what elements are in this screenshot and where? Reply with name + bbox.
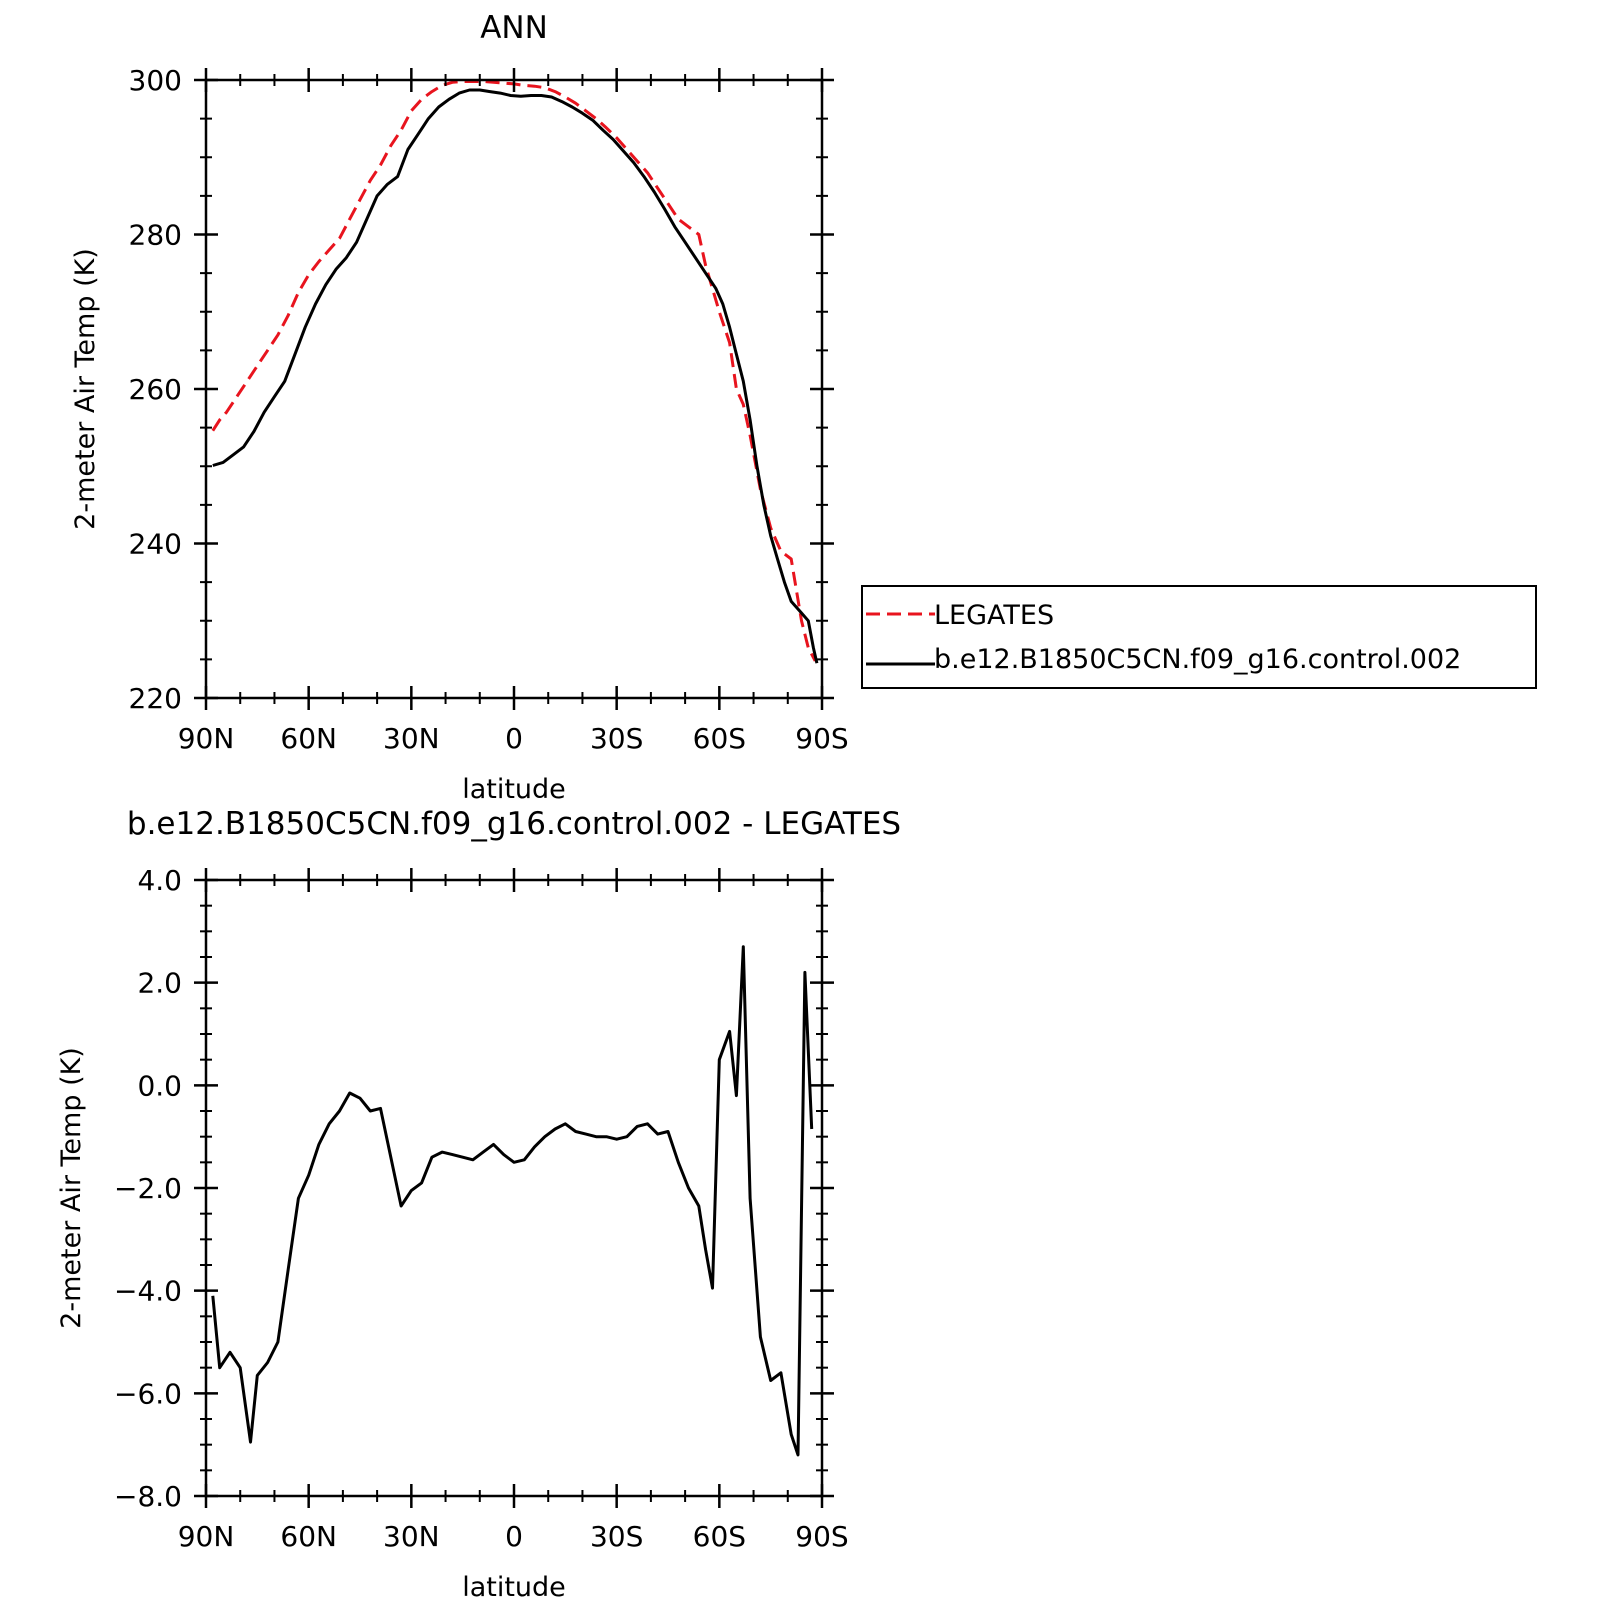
- top-series-line-b-e12-b1850c5cn-f09-g16-control-002: [212, 88, 819, 664]
- bottom-y-tick-label: −4.0: [114, 1275, 182, 1308]
- bottom-y-tick-label: 4.0: [137, 864, 182, 897]
- top-chart-title: ANN: [480, 10, 548, 46]
- bottom-x-tick-label: 30N: [383, 1520, 440, 1553]
- legend-label-model: b.e12.B1850C5CN.f09_g16.control.002: [934, 644, 1461, 675]
- bottom-y-tick-label: −2.0: [114, 1172, 182, 1205]
- top-x-axis-title: latitude: [462, 774, 566, 805]
- top-y-tick-label: 260: [129, 373, 182, 406]
- bottom-series-lines: [211, 945, 814, 1457]
- bottom-x-tick-label: 90N: [178, 1520, 235, 1553]
- top-y-tick-label: 240: [129, 528, 182, 561]
- top-x-tick-label: 30N: [383, 722, 440, 755]
- legend-box: [861, 585, 1537, 689]
- top-x-tick-label: 0: [505, 722, 523, 755]
- bottom-y-tick-label: −8.0: [114, 1480, 182, 1513]
- bottom-x-tick-label: 30S: [590, 1520, 643, 1553]
- top-series-lines: [211, 80, 819, 664]
- top-y-tick-label: 300: [129, 64, 182, 97]
- bottom-y-tick-label: 2.0: [137, 967, 182, 1000]
- top-x-tick-label: 90S: [795, 722, 848, 755]
- top-y-tick-label: 280: [129, 219, 182, 252]
- top-y-axis-title: 2-meter Air Temp (K): [70, 248, 101, 530]
- bottom-x-tick-label: 60S: [693, 1520, 746, 1553]
- bottom-x-tick-label: 90S: [795, 1520, 848, 1553]
- top-y-tick-label: 220: [129, 682, 182, 715]
- bottom-chart-title: b.e12.B1850C5CN.f09_g16.control.002 - LE…: [127, 806, 901, 842]
- bottom-y-axis-title: 2-meter Air Temp (K): [56, 1047, 87, 1329]
- bottom-x-tick-label: 60N: [280, 1520, 337, 1553]
- bottom-tick-labels: 90N 60N 30N 0 30S 60S 90S −8.0 −6.0 −4.0 −2.0 0.0 2.…: [114, 864, 849, 1553]
- legend: LEGATES b.e12.B1850C5CN.f09_g16.control.…: [861, 585, 1537, 689]
- top-tick-marks: [194, 68, 834, 710]
- chart-top-panel: ANN 90N 60N 30N 0 30S 60S 90S 220 240 260 280 300 l…: [70, 10, 849, 805]
- top-plot-frame: [204, 78, 824, 700]
- top-series-line-legates: [211, 80, 817, 662]
- bottom-x-tick-label: 0: [505, 1520, 523, 1553]
- bottom-y-tick-label: −6.0: [114, 1377, 182, 1410]
- bottom-tick-marks: [194, 868, 834, 1508]
- bottom-plot-frame: [204, 878, 824, 1498]
- top-tick-labels: 90N 60N 30N 0 30S 60S 90S 220 240 260 280 300: [129, 64, 849, 755]
- top-x-tick-label: 30S: [590, 722, 643, 755]
- legend-label-legates: LEGATES: [934, 600, 1054, 631]
- bottom-y-tick-label: 0.0: [137, 1069, 182, 1102]
- bottom-series-line-difference: [211, 945, 814, 1457]
- top-x-tick-label: 60N: [280, 722, 337, 755]
- top-x-tick-label: 60S: [693, 722, 746, 755]
- chart-bottom-panel: b.e12.B1850C5CN.f09_g16.control.002 - LE…: [56, 806, 901, 1603]
- top-x-tick-label: 90N: [178, 722, 235, 755]
- bottom-x-axis-title: latitude: [462, 1572, 566, 1603]
